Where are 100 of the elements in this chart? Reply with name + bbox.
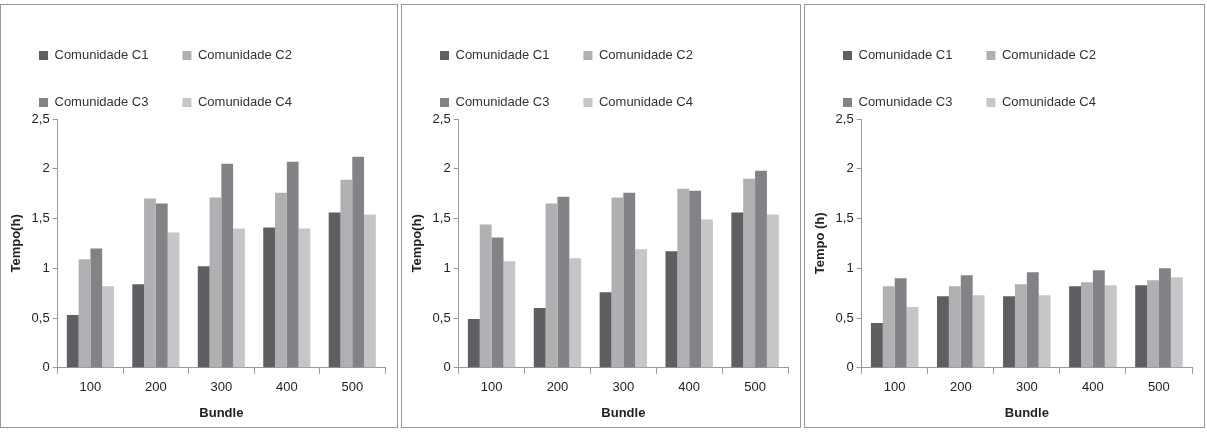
y-tick-label: 1	[42, 259, 50, 275]
x-tick-label: 200	[949, 379, 972, 395]
bar	[144, 198, 156, 368]
y-tick-label: 1,5	[31, 210, 50, 226]
x-tick-label: 400	[1082, 379, 1104, 395]
bar	[479, 224, 492, 368]
legend-label: Comunidade C2	[197, 47, 292, 63]
bar	[364, 214, 376, 368]
x-tick-label: 500	[744, 379, 766, 395]
bar	[743, 178, 756, 368]
x-axis-title: Bundle	[601, 404, 646, 420]
bar	[1038, 295, 1051, 368]
bar	[503, 261, 516, 368]
bar	[1147, 280, 1159, 368]
x-tick-label: 100	[480, 379, 503, 395]
bar	[1158, 268, 1171, 368]
bar	[936, 296, 949, 368]
y-tick-label: 2	[42, 160, 50, 176]
y-tick-label: 0	[42, 359, 50, 375]
bar	[665, 251, 678, 368]
bar	[90, 248, 103, 368]
x-tick-label: 300	[1015, 379, 1038, 395]
y-tick-label: 1	[846, 259, 854, 275]
legend-label: Comunidade C4	[598, 94, 693, 110]
x-axis-title: Bundle	[1004, 404, 1049, 420]
x-tick-label: 100	[79, 379, 102, 395]
bar	[221, 163, 234, 368]
bar	[1092, 270, 1105, 368]
bar	[623, 192, 636, 368]
bar	[155, 203, 168, 368]
y-tick-label: 2,5	[31, 110, 50, 126]
y-axis-title: Tempo (h)	[812, 212, 828, 275]
bar	[894, 278, 907, 368]
bar	[611, 197, 624, 368]
bar	[960, 275, 973, 368]
bar	[882, 286, 895, 368]
bar	[467, 319, 480, 368]
legend-label: Comunidade C1	[455, 47, 550, 63]
bar	[1026, 272, 1039, 368]
legend-label: Comunidade C4	[1001, 94, 1096, 110]
y-tick-label: 2,5	[432, 110, 451, 126]
y-axis-title: Tempo(h)	[409, 214, 425, 273]
bar	[906, 307, 919, 368]
y-tick-label: 0,5	[31, 309, 50, 325]
bar	[755, 170, 767, 368]
x-tick-label: 400	[275, 379, 298, 395]
legend-label: Comunidade C3	[858, 94, 953, 110]
bar	[701, 219, 713, 368]
x-tick-label: 300	[612, 379, 635, 395]
bar	[286, 161, 299, 368]
bar	[533, 308, 546, 368]
y-tick-label: 2,5	[835, 110, 854, 126]
y-tick-label: 1,5	[432, 210, 451, 226]
bar	[1014, 284, 1027, 368]
x-tick-label: 200	[145, 379, 167, 395]
legend-label: Comunidade C1	[858, 47, 953, 63]
x-tick-label: 500	[341, 379, 364, 395]
x-tick-label: 200	[546, 379, 569, 395]
bar	[167, 232, 180, 368]
bar	[972, 295, 985, 368]
bar	[677, 188, 690, 368]
bar	[78, 259, 91, 368]
legend-label: Comunidade C1	[54, 47, 149, 63]
bar	[263, 227, 276, 368]
bar	[599, 292, 612, 368]
bar	[1081, 282, 1093, 368]
bar	[731, 212, 744, 368]
y-axis-title: Tempo(h)	[8, 214, 24, 273]
legend-label: Comunidade C2	[1001, 47, 1096, 63]
x-tick-label: 300	[210, 379, 233, 395]
bar	[1003, 296, 1015, 368]
bar	[209, 197, 222, 368]
bar	[635, 249, 648, 368]
x-tick-label: 400	[678, 379, 701, 395]
bar	[352, 156, 365, 368]
legend-label: Comunidade C3	[455, 94, 550, 110]
y-tick-label: 0	[846, 359, 854, 375]
bar	[328, 212, 341, 368]
bar	[1069, 286, 1082, 368]
bar	[102, 286, 114, 368]
bar	[1135, 285, 1148, 368]
legend-label: Comunidade C4	[197, 94, 292, 110]
x-axis-title: Bundle	[199, 404, 244, 420]
bar	[948, 286, 961, 368]
bar	[197, 266, 210, 368]
bar	[557, 196, 570, 368]
bar	[569, 258, 582, 368]
y-tick-label: 0,5	[835, 309, 854, 325]
y-tick-label: 2	[443, 160, 451, 176]
bar	[766, 214, 779, 368]
y-tick-label: 1	[443, 259, 451, 275]
bar	[132, 284, 145, 368]
y-tick-label: 1,5	[835, 210, 854, 226]
legend-label: Comunidade C2	[598, 47, 693, 63]
y-tick-label: 0,5	[432, 309, 451, 325]
x-tick-label: 100	[883, 379, 906, 395]
bar	[275, 192, 287, 368]
y-tick-label: 2	[846, 160, 854, 176]
bar	[66, 315, 79, 368]
bar	[1170, 277, 1183, 368]
